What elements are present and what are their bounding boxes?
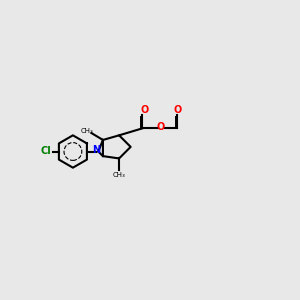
Text: N: N (92, 145, 100, 155)
Text: O: O (140, 105, 148, 115)
Text: CH₃: CH₃ (80, 128, 93, 134)
Text: O: O (157, 122, 165, 132)
Text: Cl: Cl (40, 146, 51, 157)
Text: CH₃: CH₃ (113, 172, 125, 178)
Text: O: O (174, 105, 182, 115)
